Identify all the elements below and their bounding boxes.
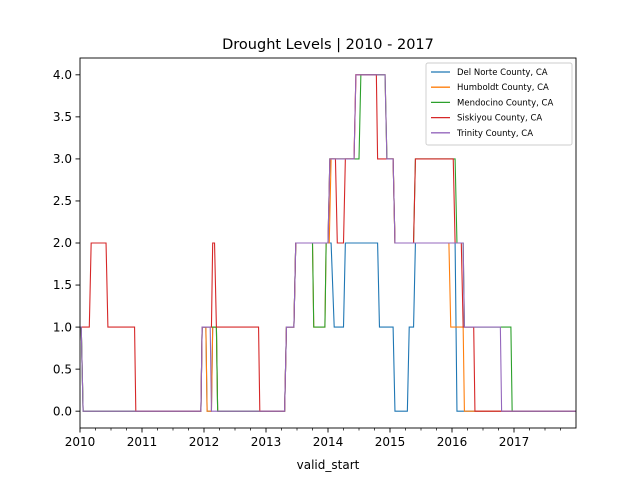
legend-label-3: Siskiyou County, CA [457, 114, 542, 124]
plot-area: 2010 2011 2012 2013 2014 2015 2016 2017 0.0 0.5 1.… [53, 57, 577, 449]
chart-title: Drought Levels | 2010 - 2017 [222, 37, 434, 53]
x-axis-label: valid_start [297, 458, 360, 472]
x-tick-label: 2014 [313, 435, 344, 449]
y-tick-label: 0.0 [53, 404, 72, 418]
y-tick-label: 0.5 [53, 362, 72, 376]
series-line-4 [80, 74, 576, 412]
y-tick-label: 1.0 [53, 320, 72, 334]
legend-label-1: Humboldt County, CA [457, 83, 549, 93]
y-tick-label: 3.0 [53, 152, 72, 166]
y-tick-label: 3.5 [53, 110, 72, 124]
x-tick-label: 2016 [437, 435, 468, 449]
x-tick-label: 2012 [189, 435, 220, 449]
legend-label-4: Trinity County, CA [456, 129, 533, 139]
y-tick-label: 4.0 [53, 68, 72, 82]
legend: Del Norte County, CA Humboldt County, CA M… [425, 62, 573, 146]
x-tick-label: 2011 [127, 435, 158, 449]
y-tick-label: 1.5 [53, 278, 72, 292]
legend-label-0: Del Norte County, CA [457, 68, 548, 78]
y-tick-label: 2.0 [53, 236, 72, 250]
legend-label-2: Mendocino County, CA [457, 98, 553, 108]
legend-box [425, 62, 573, 146]
series-lines [80, 74, 576, 412]
x-tick-label: 2017 [499, 435, 530, 449]
x-tick-label: 2015 [375, 435, 406, 449]
y-tick-label: 2.5 [53, 194, 72, 208]
x-tick-label: 2010 [65, 435, 96, 449]
x-tick-label: 2013 [251, 435, 282, 449]
